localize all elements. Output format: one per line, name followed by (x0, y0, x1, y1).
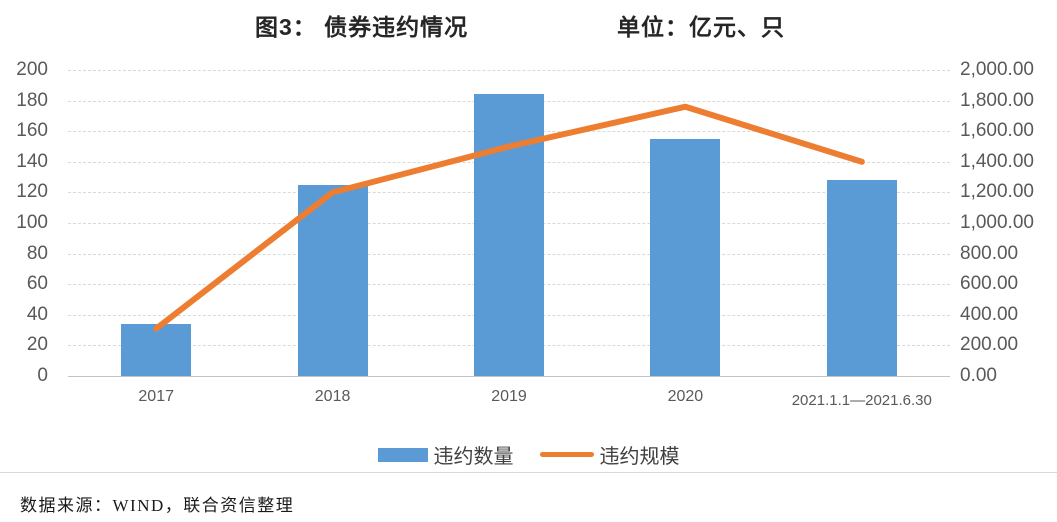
x-tick-label: 2019 (491, 388, 527, 405)
legend-item-line: 违约规模 (539, 440, 680, 469)
y-left-tick-label: 40 (26, 303, 48, 325)
x-tick-label: 2021.1.1—2021.6.30 (791, 392, 932, 409)
y-left-tick-label: 0 (37, 365, 48, 386)
y-right-tick-label: 1,200.00 (960, 181, 1034, 203)
legend-item-bar: 违约数量 (377, 440, 514, 469)
y-right-tick-label: 1,000.00 (960, 212, 1034, 233)
y-left-tick-label: 140 (16, 150, 48, 172)
legend-label-line: 违约规模 (599, 446, 680, 468)
line-series (153, 103, 865, 332)
y-right-tick-label: 2,000.00 (960, 59, 1034, 80)
bar-swatch-icon (377, 447, 428, 462)
y-left-tick-label: 100 (16, 212, 48, 233)
y-right-tick-label: 1,800.00 (960, 89, 1034, 111)
y-left-tick-label: 160 (16, 120, 48, 142)
y-right-tick-label: 200.00 (960, 334, 1019, 356)
gridline (68, 376, 950, 377)
y-right-tick-label: 600.00 (960, 273, 1019, 295)
bar (297, 184, 368, 376)
bar (826, 180, 897, 376)
unit-label: 单位：亿元、只 (617, 14, 785, 40)
data-source-note: 数据来源：WIND，联合资信整理 (20, 496, 295, 515)
x-tick-label: 2020 (667, 388, 704, 405)
y-left-tick-label: 180 (16, 89, 48, 111)
y-left-tick-label: 120 (16, 181, 48, 203)
figure-title: 图3： 债券违约情况 (255, 14, 469, 40)
x-tick-label: 2018 (314, 388, 351, 405)
legend-label-bar: 违约数量 (433, 446, 514, 468)
y-right-tick-label: 400.00 (960, 303, 1019, 325)
y-left-tick-label: 200 (16, 59, 48, 80)
x-tick-label: 2017 (138, 388, 174, 405)
divider-line (0, 472, 1057, 473)
y-left-tick-label: 60 (26, 273, 48, 295)
legend: 违约数量 违约规模 (0, 440, 1057, 469)
bar (650, 138, 721, 376)
y-right-tick-label: 0.00 (960, 365, 997, 386)
gridline (68, 70, 950, 71)
y-right-tick-label: 800.00 (960, 242, 1019, 264)
y-left-tick-label: 80 (26, 242, 48, 264)
y-left-tick-label: 20 (26, 334, 48, 356)
bar (121, 323, 192, 376)
y-right-tick-label: 1,600.00 (960, 120, 1034, 142)
line-swatch-icon (539, 452, 594, 457)
y-right-tick-label: 1,400.00 (960, 150, 1034, 172)
default-scale-line (153, 103, 865, 332)
